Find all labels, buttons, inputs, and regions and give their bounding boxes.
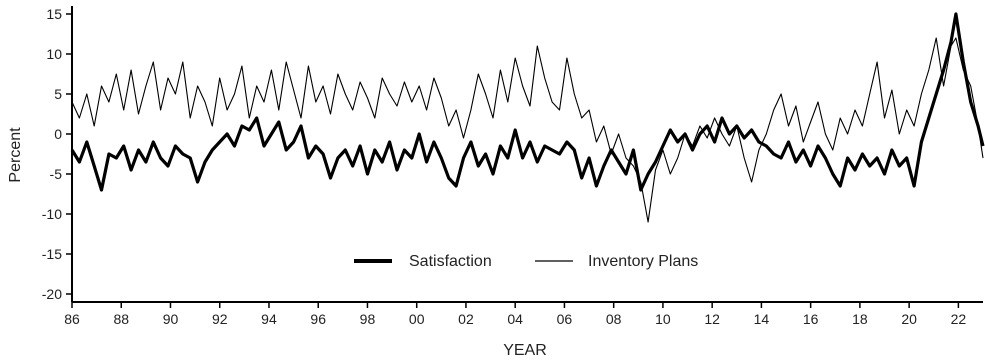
x-tick-label: 90 xyxy=(163,311,179,327)
x-tick-label: 12 xyxy=(704,311,720,327)
y-tick-label: -10 xyxy=(42,206,62,222)
y-tick-label: -15 xyxy=(42,246,62,262)
x-tick-label: 16 xyxy=(803,311,819,327)
legend: Satisfaction Inventory Plans xyxy=(354,253,698,270)
x-tick-label: 06 xyxy=(557,311,573,327)
y-axis-title: Percent xyxy=(7,127,24,183)
x-tick-label: 98 xyxy=(360,311,376,327)
x-tick-label: 88 xyxy=(113,311,129,327)
y-tick-label: -5 xyxy=(50,166,63,182)
series-layer xyxy=(70,12,985,223)
x-tick-label: 96 xyxy=(310,311,326,327)
y-tick-label: 10 xyxy=(46,46,62,62)
y-tick-label: 5 xyxy=(54,86,62,102)
x-tick-label: 94 xyxy=(261,311,277,327)
x-tick-label: 92 xyxy=(212,311,228,327)
y-ticks: 15 10 5 0 -5 -10 -15 -20 xyxy=(42,6,72,302)
series-line-inventory-plans xyxy=(71,37,984,223)
y-tick-label: 15 xyxy=(46,6,62,22)
x-ticks: 86 88 90 92 94 96 98 00 02 04 06 08 10 12 14 16 18 20 22 xyxy=(64,302,966,327)
x-tick-label: 14 xyxy=(754,311,770,327)
x-tick-label: 08 xyxy=(606,311,622,327)
legend-label-inventory-plans: Inventory Plans xyxy=(588,253,698,270)
x-tick-label: 02 xyxy=(458,311,474,327)
legend-label-satisfaction: Satisfaction xyxy=(409,253,492,270)
x-axis-title: YEAR xyxy=(503,342,547,359)
x-tick-label: 10 xyxy=(655,311,671,327)
x-tick-label: 20 xyxy=(901,311,917,327)
series-line-satisfaction xyxy=(70,12,985,192)
y-tick-label: 0 xyxy=(54,126,62,142)
x-tick-label: 86 xyxy=(64,311,80,327)
x-tick-label: 00 xyxy=(409,311,425,327)
x-tick-label: 04 xyxy=(507,311,523,327)
y-tick-label: -20 xyxy=(42,286,62,302)
x-tick-label: 18 xyxy=(852,311,868,327)
x-tick-label: 22 xyxy=(951,311,967,327)
